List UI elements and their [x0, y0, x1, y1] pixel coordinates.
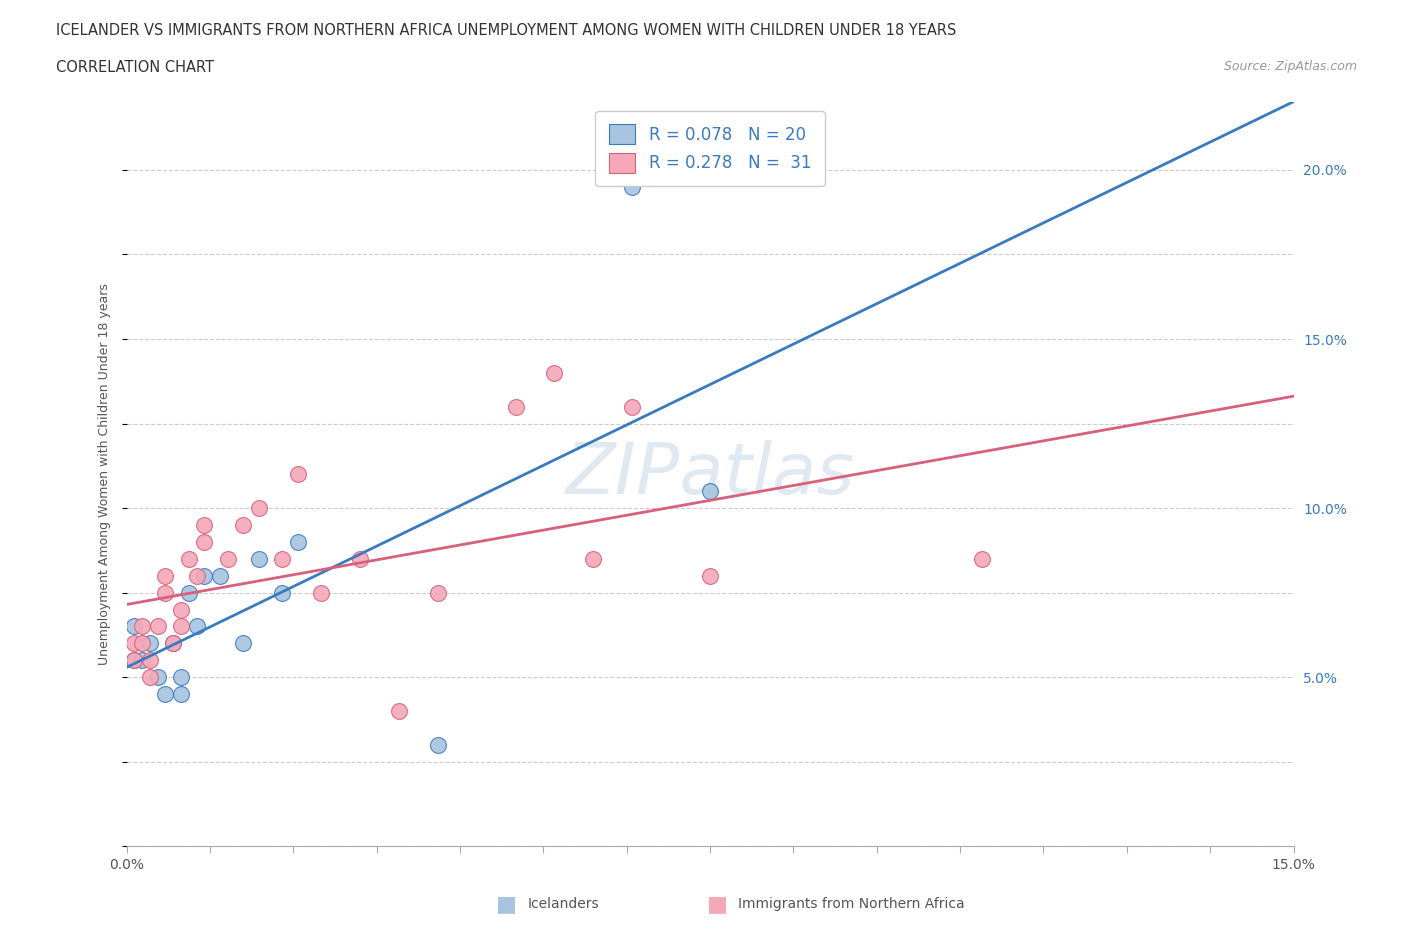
Text: ICELANDER VS IMMIGRANTS FROM NORTHERN AFRICA UNEMPLOYMENT AMONG WOMEN WITH CHILD: ICELANDER VS IMMIGRANTS FROM NORTHERN AF… [56, 23, 956, 38]
Point [621, 399, 644, 414]
Point [124, 653, 146, 668]
Point [131, 619, 153, 634]
Point [426, 585, 449, 600]
Point [155, 686, 177, 701]
Point [287, 467, 309, 482]
Point [155, 585, 177, 600]
Point [139, 653, 162, 668]
Point [186, 619, 208, 634]
Point [139, 670, 162, 684]
Point [139, 636, 162, 651]
Text: Source: ZipAtlas.com: Source: ZipAtlas.com [1223, 60, 1357, 73]
Point [170, 686, 193, 701]
Point [170, 602, 193, 617]
Point [193, 568, 215, 583]
Point [124, 653, 146, 668]
Point [162, 636, 184, 651]
Point [271, 585, 294, 600]
Text: Icelanders: Icelanders [527, 897, 599, 911]
Point [349, 551, 371, 566]
Point [170, 619, 193, 634]
Point [309, 585, 332, 600]
Point [232, 518, 254, 533]
Point [162, 636, 184, 651]
Point [131, 653, 153, 668]
Point [287, 535, 309, 550]
Point [621, 179, 644, 194]
Text: Immigrants from Northern Africa: Immigrants from Northern Africa [738, 897, 965, 911]
Point [146, 670, 169, 684]
Text: CORRELATION CHART: CORRELATION CHART [56, 60, 214, 75]
Point [124, 619, 146, 634]
Point [193, 518, 215, 533]
Point [155, 568, 177, 583]
Point [217, 551, 239, 566]
Text: ■: ■ [496, 894, 516, 914]
Point [131, 636, 153, 651]
Point [505, 399, 527, 414]
Point [232, 636, 254, 651]
Point [271, 551, 294, 566]
Point [124, 636, 146, 651]
Legend: R = 0.078   N = 20, R = 0.278   N =  31: R = 0.078 N = 20, R = 0.278 N = 31 [596, 111, 824, 186]
Point [543, 365, 565, 380]
Point [582, 551, 605, 566]
Point [170, 670, 193, 684]
Point [699, 484, 721, 498]
Point [247, 551, 270, 566]
Point [208, 568, 231, 583]
Text: ■: ■ [707, 894, 727, 914]
Point [426, 737, 449, 752]
Point [247, 500, 270, 515]
Point [146, 619, 169, 634]
Text: ZIPatlas: ZIPatlas [565, 440, 855, 509]
Point [193, 535, 215, 550]
Point [972, 551, 994, 566]
Point [177, 585, 200, 600]
Y-axis label: Unemployment Among Women with Children Under 18 years: Unemployment Among Women with Children U… [97, 284, 111, 665]
Point [699, 568, 721, 583]
Point [388, 704, 411, 719]
Point [186, 568, 208, 583]
Point [177, 551, 200, 566]
